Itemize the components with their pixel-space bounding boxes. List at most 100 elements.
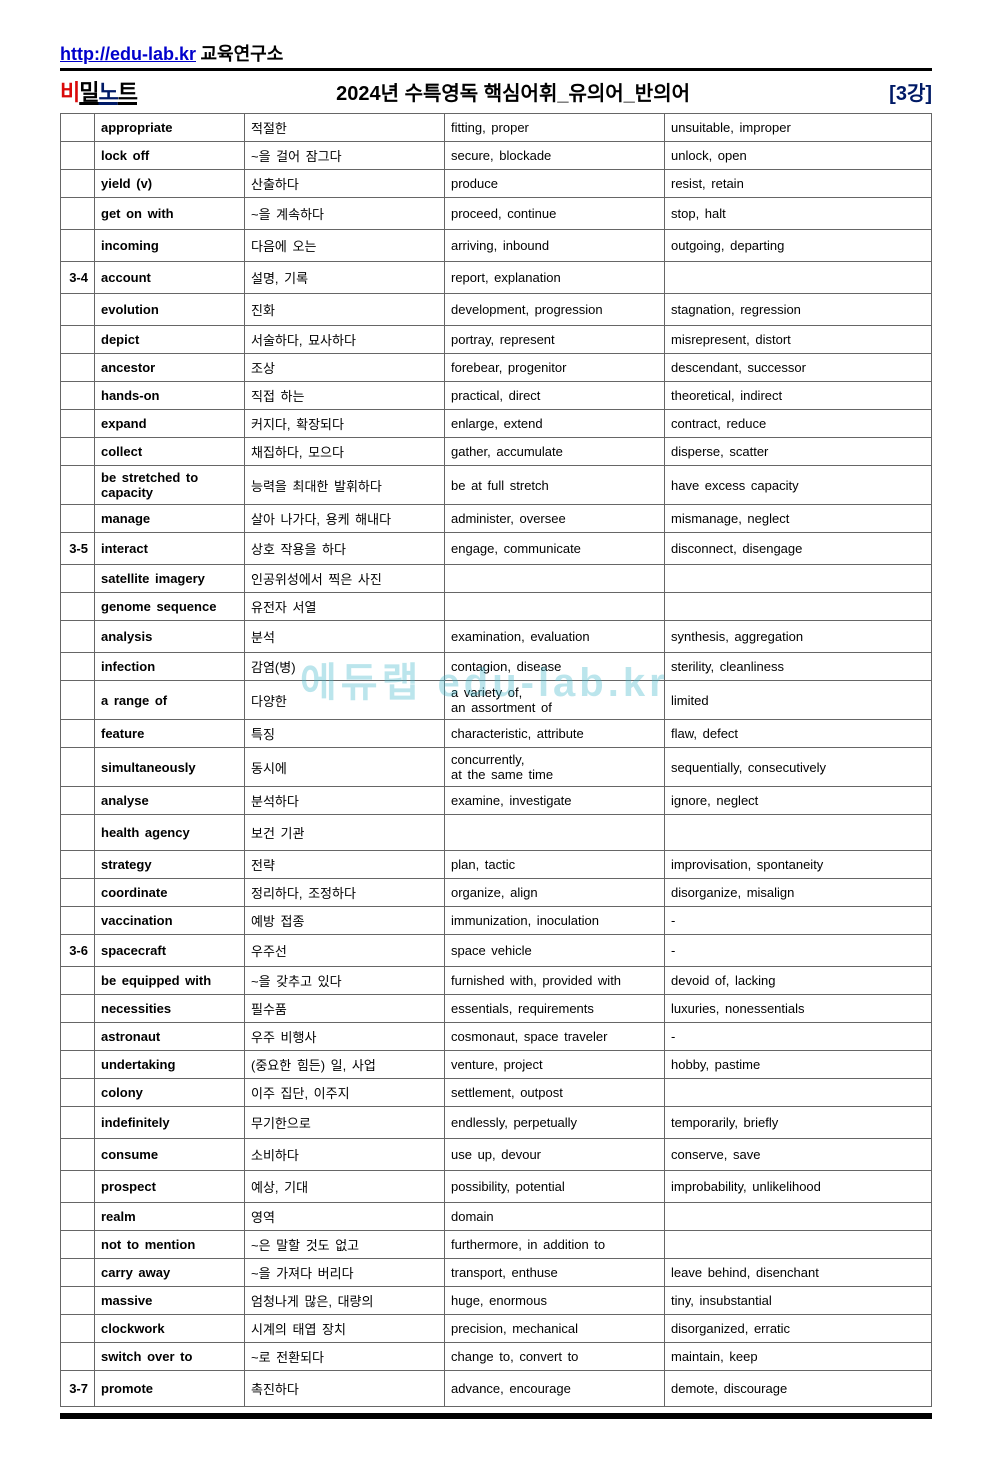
english-word: strategy bbox=[95, 851, 245, 879]
table-row: manage살아 나가다, 용케 해내다administer, overseem… bbox=[61, 505, 932, 533]
table-row: 3-6spacecraft우주선space vehicle- bbox=[61, 935, 932, 967]
korean-meaning: 영역 bbox=[245, 1203, 445, 1231]
korean-meaning: 커지다, 확장되다 bbox=[245, 410, 445, 438]
row-index: 3-4 bbox=[61, 262, 95, 294]
korean-meaning: 보건 기관 bbox=[245, 815, 445, 851]
row-index bbox=[61, 907, 95, 935]
english-word: a range of bbox=[95, 681, 245, 720]
antonyms: misrepresent, distort bbox=[665, 326, 932, 354]
antonyms: luxuries, nonessentials bbox=[665, 995, 932, 1023]
english-word: collect bbox=[95, 438, 245, 466]
synonyms: proceed, continue bbox=[445, 198, 665, 230]
english-word: consume bbox=[95, 1139, 245, 1171]
korean-meaning: 우주선 bbox=[245, 935, 445, 967]
english-word: clockwork bbox=[95, 1315, 245, 1343]
logo-part-1: 비 bbox=[60, 80, 79, 105]
table-row: yield (v)산출하다produceresist, retain bbox=[61, 170, 932, 198]
vocab-table: appropriate적절한fitting, properunsuitable,… bbox=[60, 113, 932, 1407]
table-row: not to mention~은 말할 것도 없고furthermore, in… bbox=[61, 1231, 932, 1259]
antonyms: - bbox=[665, 935, 932, 967]
synonyms: huge, enormous bbox=[445, 1287, 665, 1315]
english-word: interact bbox=[95, 533, 245, 565]
table-row: prospect예상, 기대possibility, potentialimpr… bbox=[61, 1171, 932, 1203]
logo-part-2: 밀 bbox=[79, 80, 98, 105]
table-row: hands-on직접 하는practical, directtheoretica… bbox=[61, 382, 932, 410]
table-row: genome sequence유전자 서열 bbox=[61, 593, 932, 621]
antonyms: mismanage, neglect bbox=[665, 505, 932, 533]
table-row: be equipped with~을 갖추고 있다furnished with,… bbox=[61, 967, 932, 995]
row-index bbox=[61, 230, 95, 262]
synonyms: cosmonaut, space traveler bbox=[445, 1023, 665, 1051]
antonyms: temporarily, briefly bbox=[665, 1107, 932, 1139]
english-word: carry away bbox=[95, 1259, 245, 1287]
english-word: necessities bbox=[95, 995, 245, 1023]
korean-meaning: 인공위성에서 찍은 사진 bbox=[245, 565, 445, 593]
korean-meaning: 무기한으로 bbox=[245, 1107, 445, 1139]
english-word: appropriate bbox=[95, 114, 245, 142]
english-word: realm bbox=[95, 1203, 245, 1231]
synonyms: forebear, progenitor bbox=[445, 354, 665, 382]
synonyms: report, explanation bbox=[445, 262, 665, 294]
row-index: 3-5 bbox=[61, 533, 95, 565]
english-word: incoming bbox=[95, 230, 245, 262]
logo-part-3: 노 bbox=[99, 80, 118, 105]
english-word: analysis bbox=[95, 621, 245, 653]
table-row: infection감염(병)contagion, diseasesterilit… bbox=[61, 653, 932, 681]
synonyms: engage, communicate bbox=[445, 533, 665, 565]
korean-meaning: 엄청나게 많은, 대량의 bbox=[245, 1287, 445, 1315]
antonyms bbox=[665, 593, 932, 621]
table-row: 3-7promote촉진하다advance, encouragedemote, … bbox=[61, 1371, 932, 1407]
row-index bbox=[61, 142, 95, 170]
synonyms: concurrently,at the same time bbox=[445, 748, 665, 787]
row-index bbox=[61, 1343, 95, 1371]
lesson-badge: [3강] bbox=[889, 77, 932, 106]
english-word: feature bbox=[95, 720, 245, 748]
row-index bbox=[61, 1139, 95, 1171]
antonyms: contract, reduce bbox=[665, 410, 932, 438]
row-index bbox=[61, 967, 95, 995]
english-word: depict bbox=[95, 326, 245, 354]
table-row: undertaking(중요한 힘든) 일, 사업venture, projec… bbox=[61, 1051, 932, 1079]
english-word: health agency bbox=[95, 815, 245, 851]
header-link[interactable]: http://edu-lab.kr bbox=[60, 44, 196, 65]
row-index bbox=[61, 681, 95, 720]
table-row: evolution진화development, progressionstagn… bbox=[61, 294, 932, 326]
table-row: 3-5interact상호 작용을 하다engage, communicated… bbox=[61, 533, 932, 565]
row-index bbox=[61, 787, 95, 815]
footer-bar bbox=[60, 1413, 932, 1419]
korean-meaning: 상호 작용을 하다 bbox=[245, 533, 445, 565]
row-index bbox=[61, 1079, 95, 1107]
row-index bbox=[61, 114, 95, 142]
table-row: coordinate정리하다, 조정하다organize, aligndisor… bbox=[61, 879, 932, 907]
synonyms bbox=[445, 593, 665, 621]
korean-meaning: 유전자 서열 bbox=[245, 593, 445, 621]
antonyms bbox=[665, 1203, 932, 1231]
korean-meaning: 조상 bbox=[245, 354, 445, 382]
english-word: hands-on bbox=[95, 382, 245, 410]
korean-meaning: 감염(병) bbox=[245, 653, 445, 681]
antonyms: sterility, cleanliness bbox=[665, 653, 932, 681]
synonyms: precision, mechanical bbox=[445, 1315, 665, 1343]
row-index bbox=[61, 1203, 95, 1231]
synonyms: furthermore, in addition to bbox=[445, 1231, 665, 1259]
korean-meaning: 살아 나가다, 용케 해내다 bbox=[245, 505, 445, 533]
synonyms: development, progression bbox=[445, 294, 665, 326]
table-row: expand커지다, 확장되다enlarge, extendcontract, … bbox=[61, 410, 932, 438]
synonyms: organize, align bbox=[445, 879, 665, 907]
antonyms: ignore, neglect bbox=[665, 787, 932, 815]
synonyms: transport, enthuse bbox=[445, 1259, 665, 1287]
antonyms bbox=[665, 262, 932, 294]
english-word: indefinitely bbox=[95, 1107, 245, 1139]
table-row: analyse분석하다examine, investigateignore, n… bbox=[61, 787, 932, 815]
antonyms: disperse, scatter bbox=[665, 438, 932, 466]
table-row: switch over to~로 전환되다change to, convert … bbox=[61, 1343, 932, 1371]
korean-meaning: 적절한 bbox=[245, 114, 445, 142]
antonyms: disorganize, misalign bbox=[665, 879, 932, 907]
synonyms: gather, accumulate bbox=[445, 438, 665, 466]
synonyms: change to, convert to bbox=[445, 1343, 665, 1371]
synonyms bbox=[445, 815, 665, 851]
english-word: be equipped with bbox=[95, 967, 245, 995]
antonyms bbox=[665, 1079, 932, 1107]
row-index bbox=[61, 815, 95, 851]
english-word: astronaut bbox=[95, 1023, 245, 1051]
